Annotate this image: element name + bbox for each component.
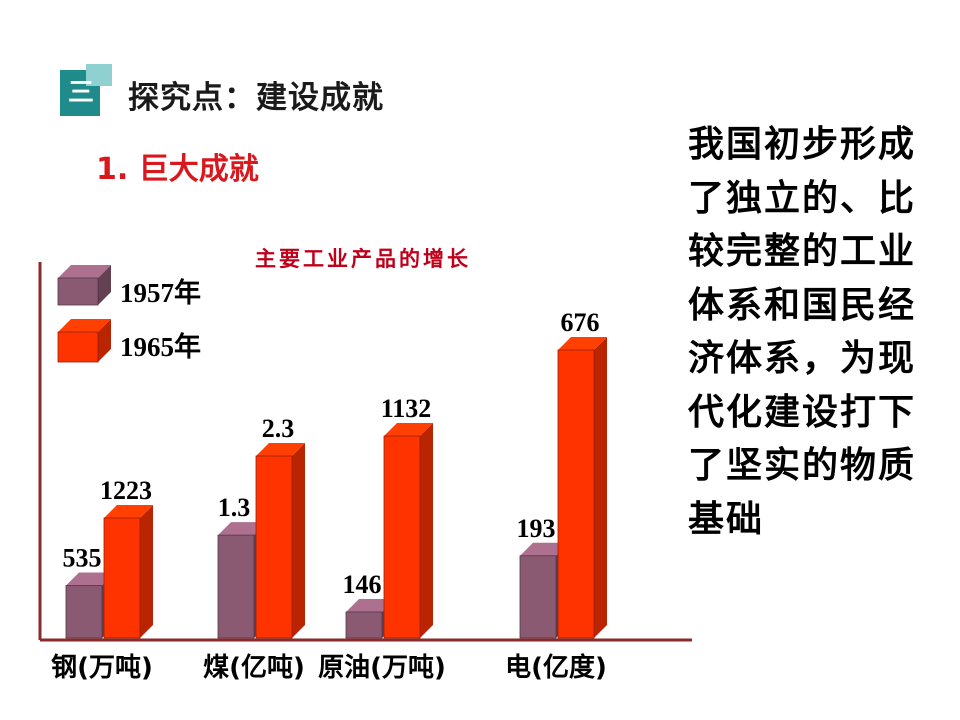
data-label-1957-0: 535 bbox=[63, 544, 102, 573]
section-number: 三 bbox=[68, 78, 95, 108]
legend-swatch-1965 bbox=[57, 331, 99, 363]
legend-label-1965: 1965年 bbox=[120, 332, 201, 362]
legend-swatch-1957 bbox=[57, 277, 99, 306]
conclusion-text: 我国初步形成了独立的、比较完整的工业体系和国民经济体系，为现代化建设打下了坚实的… bbox=[688, 124, 917, 540]
bar-1965-1-side bbox=[292, 443, 305, 638]
bar-1957-2-top bbox=[346, 598, 395, 612]
legend-swatch-1965-top bbox=[58, 319, 111, 332]
chart-title: 主要工业产品的增长 bbox=[255, 246, 471, 271]
section-number-icon: 三 bbox=[60, 64, 112, 116]
legend-swatch-1957-side bbox=[98, 265, 111, 305]
bar-1965-0 bbox=[103, 517, 141, 639]
data-label-1965-3: 676 bbox=[561, 308, 600, 337]
category-label-3: 电(亿度) bbox=[505, 652, 607, 683]
category-label-2: 原油(万吨) bbox=[318, 653, 446, 683]
bar-1965-2-side bbox=[420, 423, 433, 638]
bar-1965-3-top bbox=[558, 337, 607, 350]
legend-swatch-1957-top bbox=[58, 265, 111, 278]
bar-1957-3-top bbox=[520, 542, 569, 556]
legend-swatch-1965-side bbox=[98, 319, 111, 362]
bar-1965-3 bbox=[557, 349, 595, 639]
bar-1957-1-top bbox=[218, 522, 267, 536]
bar-1957-2 bbox=[345, 611, 383, 639]
section-title: 探究点：建设成就 bbox=[128, 80, 384, 116]
bar-1965-2 bbox=[383, 435, 421, 639]
data-label-1957-1: 1.3 bbox=[218, 493, 251, 522]
bar-1965-2-top bbox=[384, 423, 433, 436]
bar-1965-3-side bbox=[594, 337, 607, 638]
bar-1965-1-top bbox=[256, 443, 305, 456]
bar-1965-1 bbox=[255, 455, 293, 639]
data-label-1957-2: 146 bbox=[343, 570, 382, 599]
bar-1957-0-top bbox=[66, 572, 115, 586]
data-label-1965-1: 2.3 bbox=[262, 414, 295, 443]
bar-1965-0-side bbox=[140, 505, 153, 638]
bar-1965-0-top bbox=[104, 505, 153, 518]
data-label-1957-3: 193 bbox=[517, 514, 556, 543]
bar-1957-0 bbox=[65, 585, 103, 639]
section-header: 三 探究点：建设成就 bbox=[60, 64, 580, 116]
data-label-1965-0: 1223 bbox=[100, 476, 152, 505]
category-label-0: 钢(万吨) bbox=[51, 653, 153, 683]
data-label-1965-2: 1132 bbox=[381, 394, 432, 423]
legend-label-1957: 1957年 bbox=[120, 278, 201, 308]
category-label-1: 煤(亿吨) bbox=[203, 653, 305, 683]
bar-1957-3 bbox=[519, 555, 557, 639]
bar-1957-1 bbox=[217, 534, 255, 639]
subheading: 1. 巨大成就 bbox=[96, 152, 259, 187]
